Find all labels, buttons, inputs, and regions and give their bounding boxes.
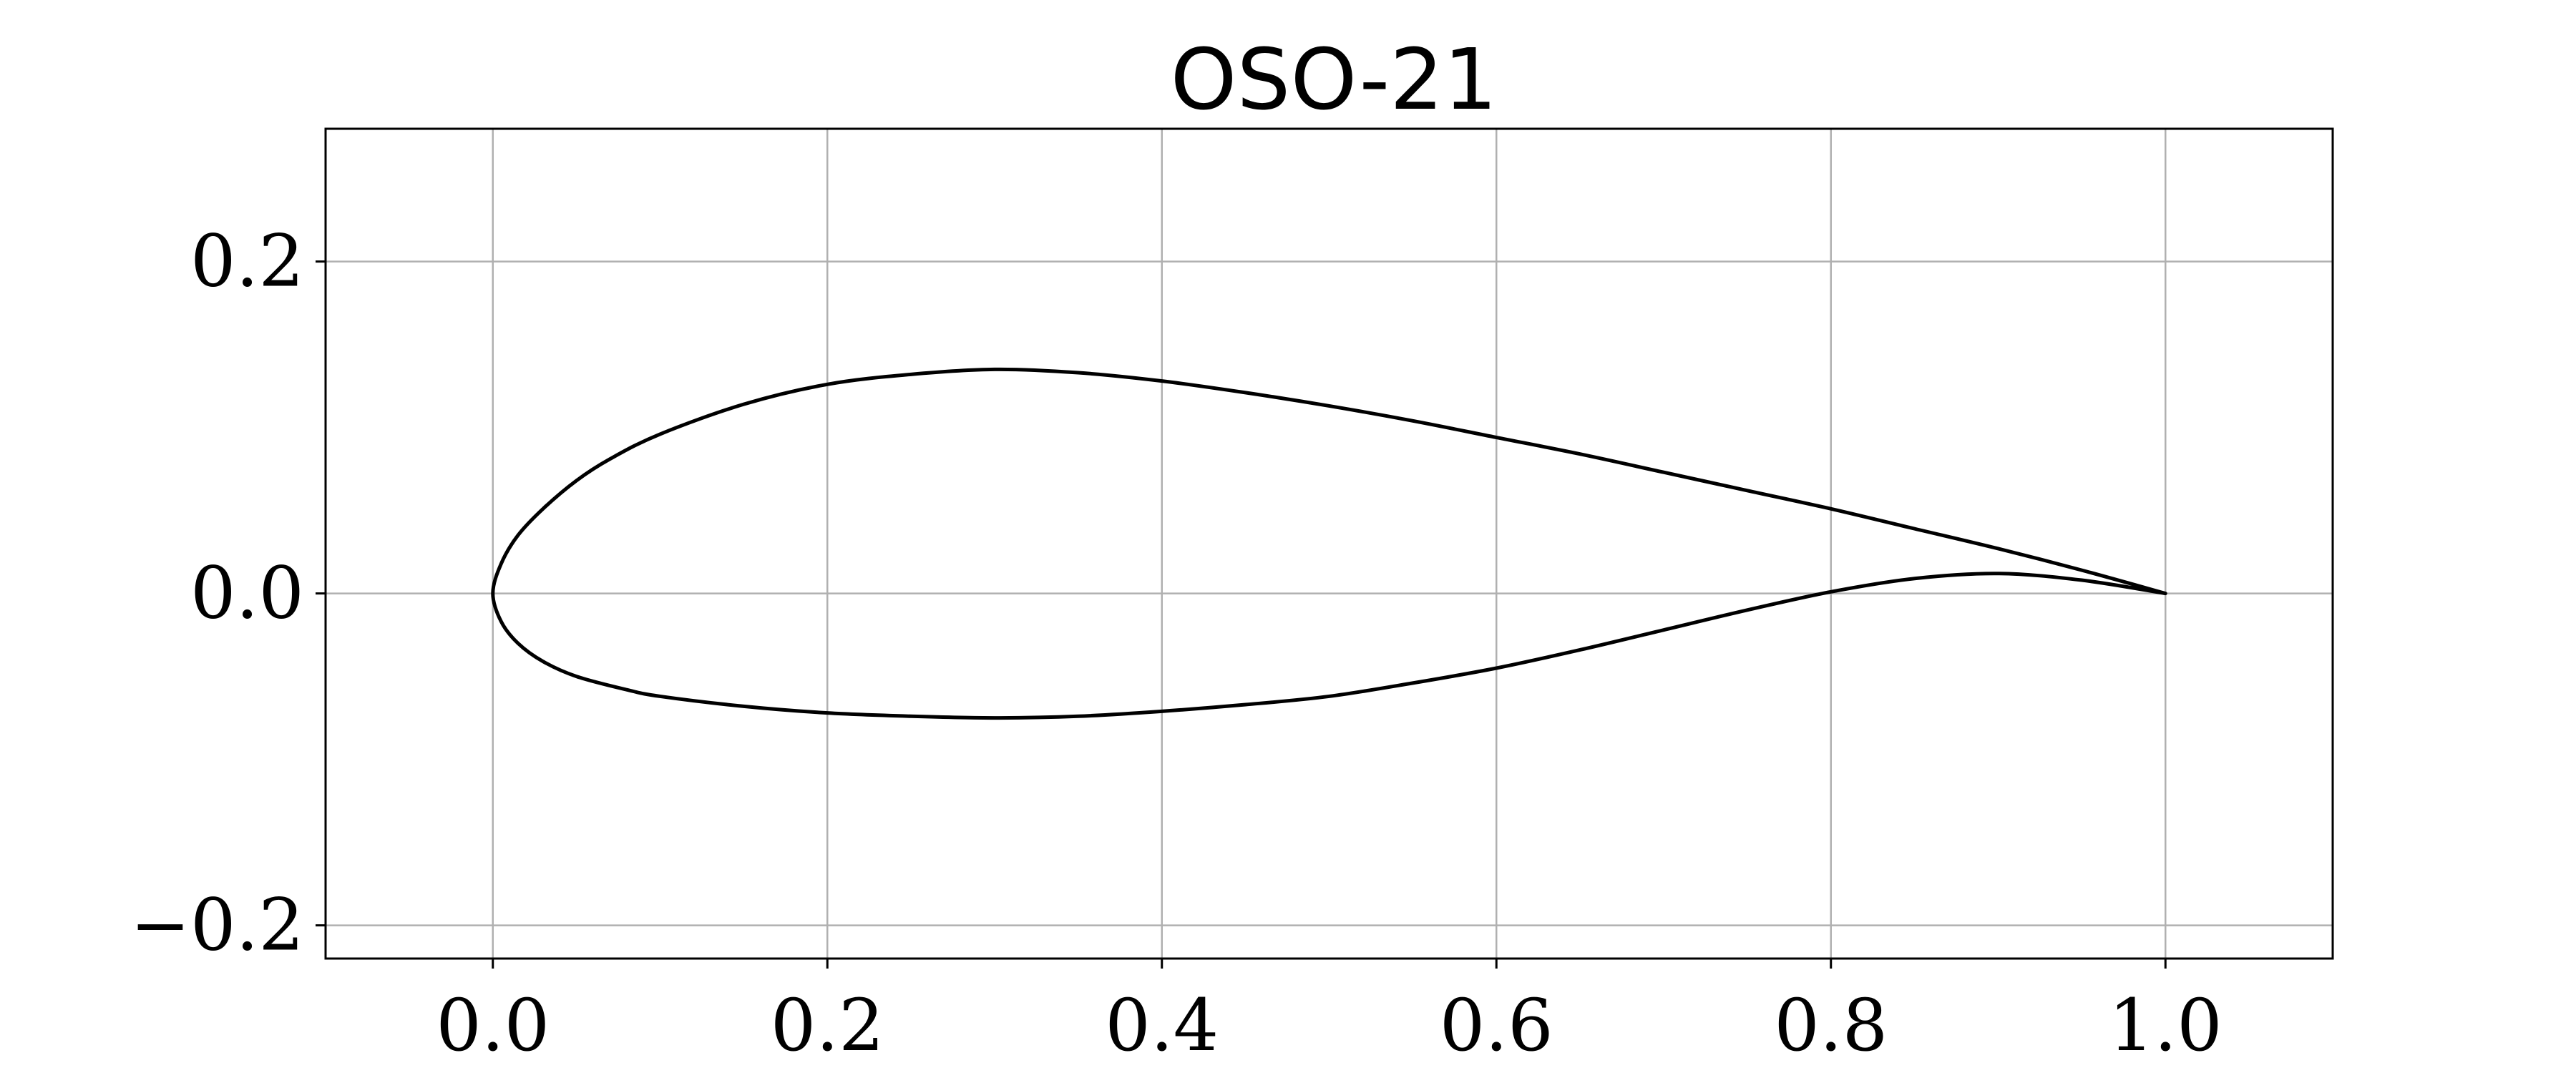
x-tick-label: 0.6	[1440, 984, 1553, 1067]
chart-title: OSO-21	[1171, 30, 1498, 129]
grid-lines	[326, 129, 2333, 959]
y-tick-label: 0.2	[190, 220, 304, 303]
series-layer	[491, 367, 2167, 720]
plot-frame	[324, 127, 2334, 960]
x-tick-label: 0.0	[436, 984, 550, 1067]
x-tick-label: 0.4	[1105, 984, 1219, 1067]
x-tick-label: 0.2	[771, 984, 884, 1067]
airfoil-profile-line	[491, 367, 2167, 720]
y-tick-label: 0.0	[190, 552, 304, 635]
x-tick-label: 1.0	[2109, 984, 2223, 1067]
x-tick-label: 0.8	[1774, 984, 1888, 1067]
axis-ticks: 0.0 0.2 0.4 0.6 0.8 1.0 0.2 0.0 −0.2	[130, 220, 2223, 1067]
y-tick-label: −0.2	[130, 883, 304, 967]
